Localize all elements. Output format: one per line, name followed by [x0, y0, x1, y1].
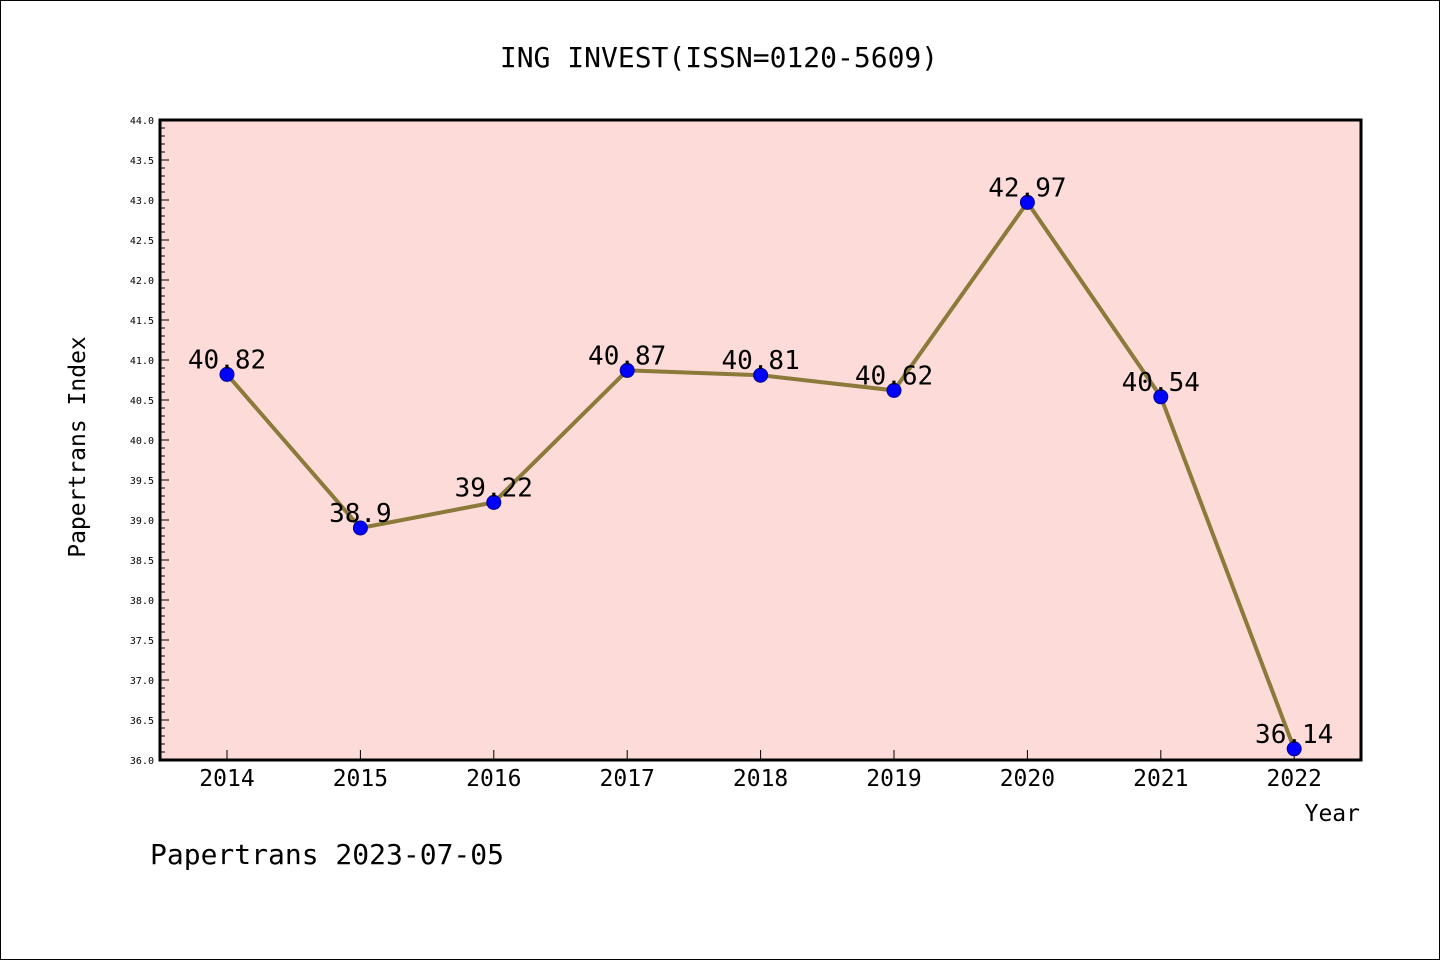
x-tick-label: 2014: [199, 766, 254, 792]
data-point: [619, 362, 635, 378]
y-axis: 36.0 36.5 37.0 37.5 38.0 38.5 39.0 39.5 40.0 40.5…: [130, 116, 169, 767]
data-labels: 40.82 38.9 39.22 40.87 40.81 40.62 42.97 40.54 3…: [188, 173, 1333, 749]
data-label: 40.62: [855, 361, 933, 391]
plot-area: [158, 118, 1363, 762]
data-label: 38.9: [329, 499, 392, 529]
data-point: [1153, 389, 1169, 405]
y-tick-label: 43.5: [130, 156, 154, 167]
y-tick-label: 36.5: [130, 716, 154, 727]
data-label: 36.14: [1255, 720, 1333, 750]
y-tick-label: 38.5: [130, 556, 154, 567]
y-tick-label: 41.0: [130, 356, 154, 367]
y-tick-label: 39.0: [130, 516, 154, 527]
y-tick-label: 44.0: [130, 116, 154, 127]
data-point: [886, 382, 902, 398]
x-axis-label: Year: [1305, 801, 1360, 827]
data-points: [219, 194, 1302, 757]
data-label: 42.97: [988, 173, 1066, 203]
y-axis-label: Papertrans Index: [65, 336, 91, 558]
x-tick-label: 2017: [600, 766, 655, 792]
footer-text: Papertrans 2023-07-05: [150, 838, 504, 871]
y-tick-label: 39.5: [130, 476, 154, 487]
data-label: 39.22: [455, 473, 533, 503]
y-tick-label: 37.5: [130, 636, 154, 647]
y-tick-label: 37.0: [130, 676, 154, 687]
x-tick-label: 2021: [1133, 766, 1188, 792]
y-tick-label: 42.5: [130, 236, 154, 247]
data-label: 40.81: [721, 346, 799, 376]
x-tick-label: 2019: [866, 766, 921, 792]
x-tick-label: 2018: [733, 766, 788, 792]
data-point: [352, 520, 368, 536]
data-label: 40.87: [588, 341, 666, 371]
data-label: 40.54: [1122, 368, 1200, 398]
x-tick-label: 2015: [333, 766, 388, 792]
y-tick-label: 42.0: [130, 276, 154, 287]
x-tick-label: 2016: [466, 766, 521, 792]
y-tick-label: 36.0: [130, 756, 154, 767]
data-point: [1286, 741, 1302, 757]
data-label: 40.82: [188, 345, 266, 375]
y-tick-label: 41.5: [130, 316, 154, 327]
data-point: [1019, 194, 1035, 210]
data-point: [219, 366, 235, 382]
y-tick-label: 43.0: [130, 196, 154, 207]
data-point: [753, 367, 769, 383]
y-tick-label: 40.0: [130, 436, 154, 447]
chart-title: ING INVEST(ISSN=0120-5609): [500, 41, 938, 74]
x-tick-label: 2020: [1000, 766, 1055, 792]
data-point: [486, 494, 502, 510]
y-tick-label: 38.0: [130, 596, 154, 607]
y-tick-label: 40.5: [130, 396, 154, 407]
x-tick-label: 2022: [1267, 766, 1322, 792]
